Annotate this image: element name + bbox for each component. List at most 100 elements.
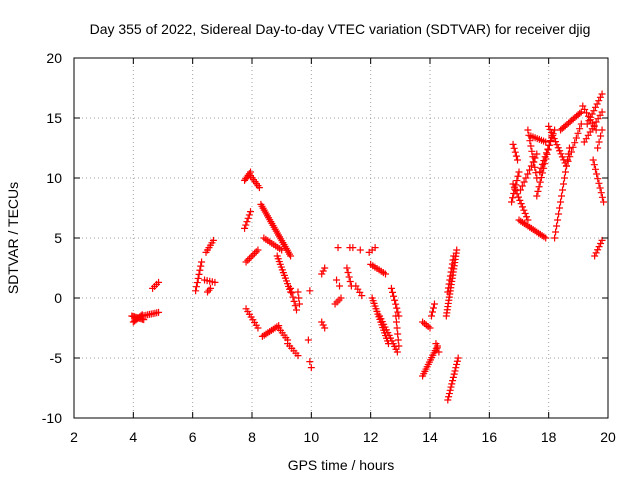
data-point [518,182,526,190]
data-point [519,203,527,211]
data-point [390,292,398,300]
data-point [534,187,542,195]
data-point [512,152,520,160]
data-point [205,286,213,294]
data-point [569,143,577,151]
data-point [550,135,558,143]
data-point [371,244,379,252]
data-point [241,224,249,232]
data-point [394,330,402,338]
data-point [287,252,295,260]
data-point [520,206,528,214]
data-point [452,364,460,372]
data-point [557,150,565,158]
data-point [516,186,524,194]
data-point [600,198,608,206]
data-point [288,289,296,297]
data-point [552,228,560,236]
data-point [446,272,454,280]
data-point [555,210,563,218]
data-point [444,284,452,292]
data-point [545,141,553,149]
data-point [594,144,602,152]
data-point [524,126,532,134]
x-tick-label: 20 [600,429,616,445]
data-point [543,149,551,157]
data-point [538,160,546,168]
data-point [334,244,342,252]
data-point [537,174,545,182]
data-point [252,248,260,256]
data-point [597,240,605,248]
data-point [430,300,438,308]
data-point [393,348,401,356]
data-point [197,262,205,270]
data-point [588,110,596,118]
x-tick-label: 14 [422,429,438,445]
data-point [242,221,250,229]
data-point [554,216,562,224]
data-point [574,129,582,137]
data-point [318,270,326,278]
data-point [307,364,315,372]
x-axis-label: GPS time / hours [288,457,395,473]
data-point [595,97,603,105]
data-point [294,288,302,296]
data-point [552,138,560,146]
data-point [536,178,544,186]
data-point [453,360,461,368]
data-point [549,132,557,140]
data-point [594,175,602,183]
data-point [445,390,453,398]
data-point [387,284,395,292]
data-point [433,344,441,352]
data-point [287,284,295,292]
x-tick-label: 6 [189,429,197,445]
data-point [564,157,572,165]
data-point [249,251,257,259]
data-point [571,139,579,147]
x-tick-label: 16 [482,429,498,445]
data-point [444,288,452,296]
data-point [444,396,452,404]
data-point [254,324,262,332]
data-point [514,172,522,180]
data-point [454,354,462,362]
data-point [517,200,525,208]
data-point [595,179,603,187]
data-point [194,274,202,282]
data-point [576,125,584,133]
data-point [198,258,206,266]
data-point [596,184,604,192]
data-point [590,107,598,115]
data-point [382,270,389,278]
data-point [536,168,544,176]
x-tick-label: 4 [129,429,137,445]
data-point [509,140,517,148]
y-tick-label: 15 [46,110,62,126]
data-point [589,156,597,164]
y-tick-label: 20 [46,50,62,66]
x-tick-label: 18 [541,429,557,445]
data-point [554,144,562,152]
data-point [595,138,603,146]
data-point [393,304,401,312]
data-point [593,170,601,178]
data-point [356,246,364,254]
data-point [526,166,534,174]
data-point [524,216,532,224]
data-point [155,308,163,316]
data-point [520,178,528,186]
data-point [304,336,312,344]
data-points [128,90,608,404]
data-point [557,198,565,206]
data-point [509,194,517,202]
data-point [562,162,570,170]
data-point [392,318,400,326]
grid-lines [74,58,608,418]
data-point [524,170,532,178]
data-point [513,190,521,198]
data-point [526,137,534,145]
data-point [337,294,345,302]
data-point [195,270,203,278]
